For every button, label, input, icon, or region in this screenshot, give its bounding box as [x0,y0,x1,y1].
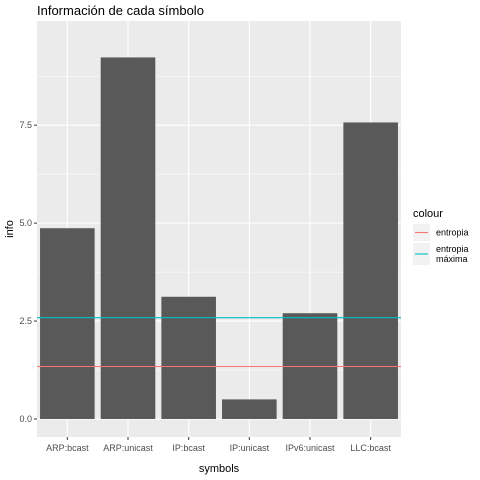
x-tick-label: IPv6:unicast [285,443,335,453]
bar [40,228,95,419]
legend-title: colour [413,208,443,220]
minor-gridlines [37,75,401,371]
reference-lines [37,317,401,368]
x-tick-label: ARP:bcast [46,443,89,453]
chart-title: Información de cada símbolo [37,3,204,18]
y-tick-label: 0.0 [19,414,32,424]
y-tick-label: 2.5 [19,316,32,326]
bar [343,122,398,419]
y-axis: 0.0 2.5 5.0 7.5 [19,120,37,424]
plot-panel [37,21,401,437]
x-tick-label: LLC:bcast [350,443,391,453]
x-axis: ARP:bcast ARP:unicast IP:bcast IP:unicast IP… [46,437,391,453]
bar [161,296,216,419]
y-tick-label: 5.0 [19,218,32,228]
bar [100,57,156,419]
y-axis-title: info [4,220,16,238]
bar [222,399,277,419]
x-axis-title: symbols [199,463,240,475]
legend-label: máxima [436,254,468,264]
y-tick-label: 7.5 [19,120,32,130]
legend-label: entropia [436,228,469,238]
legend-label: entropia [436,244,469,254]
bars [40,57,398,419]
x-tick-label: ARP:unicast [103,443,153,453]
x-tick-label: IP:unicast [230,443,270,453]
x-tick-label: IP:bcast [172,443,205,453]
